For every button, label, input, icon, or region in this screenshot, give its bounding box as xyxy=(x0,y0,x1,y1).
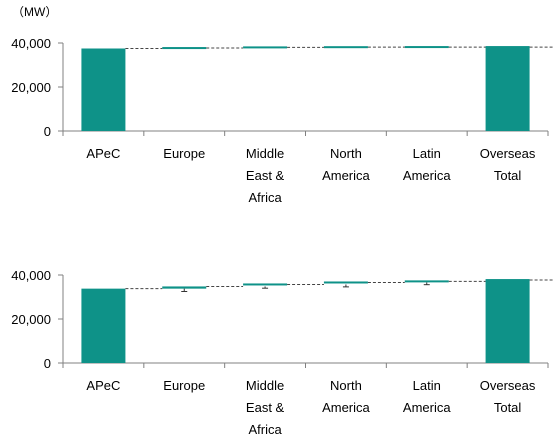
x-tick-label: APeC xyxy=(86,146,120,161)
x-tick-label: Middle East & Africa xyxy=(246,146,285,205)
bar-total xyxy=(485,46,530,131)
bar-increment xyxy=(485,279,530,282)
chart-top: 0 20,000 40,000 APeC Europe Middle East & Afric… xyxy=(11,36,554,205)
x-tick-label-line: America xyxy=(322,400,370,415)
bar-increment xyxy=(323,281,368,284)
bar-start xyxy=(81,288,126,363)
y-tick-label: 20,000 xyxy=(11,312,51,327)
bar-increment xyxy=(243,283,288,286)
y-tick-label: 0 xyxy=(44,124,51,139)
bar-increment xyxy=(162,47,207,50)
y-unit-label: （MW） xyxy=(12,5,57,19)
x-tick-label-line: Overseas xyxy=(480,378,536,393)
x-tick-label: Europe xyxy=(163,146,205,161)
y-tick-label: 40,000 xyxy=(11,36,51,51)
x-tick-label-line: Total xyxy=(494,400,522,415)
bar-increment xyxy=(404,280,449,283)
x-tick-label-line: Total xyxy=(494,168,522,183)
x-tick-label: Overseas Total xyxy=(480,146,536,183)
bar-increment xyxy=(323,46,368,49)
y-tick-label: 0 xyxy=(44,356,51,371)
bar-increment xyxy=(162,286,207,289)
x-tick-label: North America xyxy=(322,146,370,183)
x-tick-label-line: APeC xyxy=(86,378,120,393)
x-tick-label: Overseas Total xyxy=(480,378,536,415)
x-tick-label-line: Europe xyxy=(163,146,205,161)
bar-increment xyxy=(404,46,449,49)
bar-total xyxy=(485,280,530,363)
bar-increment xyxy=(243,46,288,49)
x-tick-label: APeC xyxy=(86,378,120,393)
x-tick-label: Middle East & Africa xyxy=(246,378,285,437)
bar-start xyxy=(81,48,126,131)
x-tick-label-line: America xyxy=(403,400,451,415)
x-tick-label-line: North xyxy=(330,146,362,161)
chart-bottom: 0 20,000 40,000 APeC Europe Middle East & Afric… xyxy=(11,268,554,437)
x-tick-label-line: APeC xyxy=(86,146,120,161)
x-tick-label-line: Africa xyxy=(248,422,282,437)
x-tick-label-line: North xyxy=(330,378,362,393)
x-tick-label-line: East & xyxy=(246,168,285,183)
y-tick-label: 40,000 xyxy=(11,268,51,283)
x-tick-label: Latin America xyxy=(403,146,451,183)
y-tick-label: 20,000 xyxy=(11,80,51,95)
x-tick-label-line: Latin xyxy=(413,378,441,393)
x-tick-label-line: America xyxy=(322,168,370,183)
x-tick-label-line: Middle xyxy=(246,146,284,161)
x-tick-label-line: America xyxy=(403,168,451,183)
x-tick-label-line: Europe xyxy=(163,378,205,393)
x-tick-label-line: East & xyxy=(246,400,285,415)
x-tick-label: Latin America xyxy=(403,378,451,415)
x-tick-label-line: Africa xyxy=(248,190,282,205)
x-tick-label: Europe xyxy=(163,378,205,393)
x-tick-label-line: Middle xyxy=(246,378,284,393)
x-tick-label: North America xyxy=(322,378,370,415)
x-tick-label-line: Latin xyxy=(413,146,441,161)
x-tick-label-line: Overseas xyxy=(480,146,536,161)
